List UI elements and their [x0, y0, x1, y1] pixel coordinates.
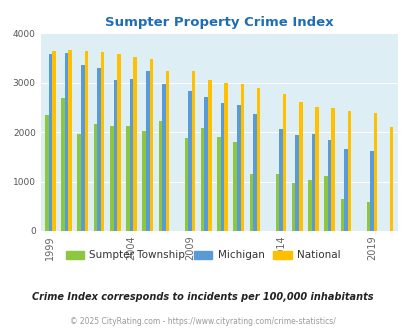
- Bar: [275, 174, 279, 231]
- Bar: [253, 114, 256, 231]
- Bar: [369, 151, 373, 231]
- Bar: [191, 71, 195, 231]
- Bar: [240, 84, 243, 231]
- Bar: [217, 138, 220, 231]
- Bar: [162, 84, 165, 231]
- Bar: [45, 115, 49, 231]
- Bar: [158, 121, 162, 231]
- Bar: [52, 51, 55, 231]
- Bar: [200, 128, 204, 231]
- Bar: [291, 183, 295, 231]
- Bar: [366, 202, 369, 231]
- Bar: [249, 174, 253, 231]
- Bar: [81, 65, 84, 231]
- Bar: [184, 139, 188, 231]
- Bar: [298, 102, 302, 231]
- Bar: [279, 129, 282, 231]
- Bar: [311, 134, 314, 231]
- Bar: [324, 176, 327, 231]
- Bar: [110, 126, 113, 231]
- Title: Sumpter Property Crime Index: Sumpter Property Crime Index: [104, 16, 333, 29]
- Bar: [282, 94, 286, 231]
- Bar: [340, 199, 343, 231]
- Bar: [61, 98, 65, 231]
- Bar: [389, 127, 392, 231]
- Bar: [65, 53, 68, 231]
- Bar: [126, 126, 130, 231]
- Bar: [146, 71, 149, 231]
- Bar: [84, 51, 88, 231]
- Bar: [233, 143, 237, 231]
- Bar: [100, 52, 104, 231]
- Bar: [204, 97, 207, 231]
- Text: © 2025 CityRating.com - https://www.cityrating.com/crime-statistics/: © 2025 CityRating.com - https://www.city…: [70, 317, 335, 326]
- Bar: [117, 54, 120, 231]
- Bar: [330, 108, 334, 231]
- Bar: [49, 54, 52, 231]
- Bar: [130, 79, 133, 231]
- Bar: [327, 141, 330, 231]
- Bar: [347, 111, 350, 231]
- Bar: [97, 68, 100, 231]
- Bar: [237, 105, 240, 231]
- Bar: [343, 149, 347, 231]
- Bar: [224, 83, 227, 231]
- Bar: [373, 113, 376, 231]
- Bar: [220, 103, 224, 231]
- Bar: [113, 80, 117, 231]
- Bar: [68, 50, 72, 231]
- Bar: [307, 180, 311, 231]
- Bar: [188, 91, 191, 231]
- Bar: [207, 80, 211, 231]
- Bar: [256, 88, 260, 231]
- Bar: [94, 124, 97, 231]
- Bar: [133, 57, 136, 231]
- Legend: Sumpter Township, Michigan, National: Sumpter Township, Michigan, National: [65, 250, 340, 260]
- Text: Crime Index corresponds to incidents per 100,000 inhabitants: Crime Index corresponds to incidents per…: [32, 292, 373, 302]
- Bar: [77, 134, 81, 231]
- Bar: [149, 59, 153, 231]
- Bar: [314, 107, 318, 231]
- Bar: [142, 131, 146, 231]
- Bar: [165, 71, 169, 231]
- Bar: [295, 136, 298, 231]
